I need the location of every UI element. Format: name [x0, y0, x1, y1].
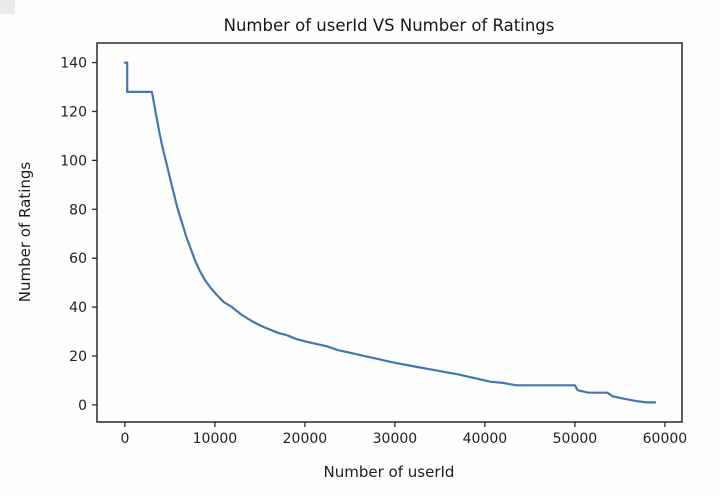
x-tick-label: 40000 — [463, 431, 508, 447]
x-tick-label: 60000 — [643, 431, 688, 447]
y-axis-label: Number of Ratings — [16, 162, 34, 303]
plot-area: 0 10000 20000 30000 40000 50000 60000 0 20 40 60 80… — [60, 42, 688, 447]
y-tick-label: 120 — [60, 104, 87, 120]
y-tick-label: 60 — [69, 251, 87, 267]
y-tick-label: 100 — [60, 153, 87, 169]
x-tick-label: 10000 — [193, 431, 238, 447]
chart-title: Number of userId VS Number of Ratings — [224, 16, 555, 35]
x-tick-label: 20000 — [283, 431, 328, 447]
y-tick-label: 40 — [69, 300, 87, 316]
x-tick-label: 50000 — [553, 431, 598, 447]
y-tick-label: 0 — [78, 398, 87, 414]
x-tick-label: 0 — [120, 431, 129, 447]
y-tick-label: 20 — [69, 349, 87, 365]
y-tick-label: 140 — [60, 56, 87, 72]
x-axis-label: Number of userId — [324, 463, 455, 481]
screenshot-corner-artifact — [0, 0, 15, 14]
plot-frame — [96, 42, 683, 423]
x-tick-label: 30000 — [373, 431, 418, 447]
y-tick-label: 80 — [69, 202, 87, 218]
data-line — [123, 61, 657, 404]
